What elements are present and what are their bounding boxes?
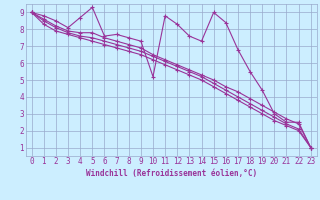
X-axis label: Windchill (Refroidissement éolien,°C): Windchill (Refroidissement éolien,°C) <box>86 169 257 178</box>
